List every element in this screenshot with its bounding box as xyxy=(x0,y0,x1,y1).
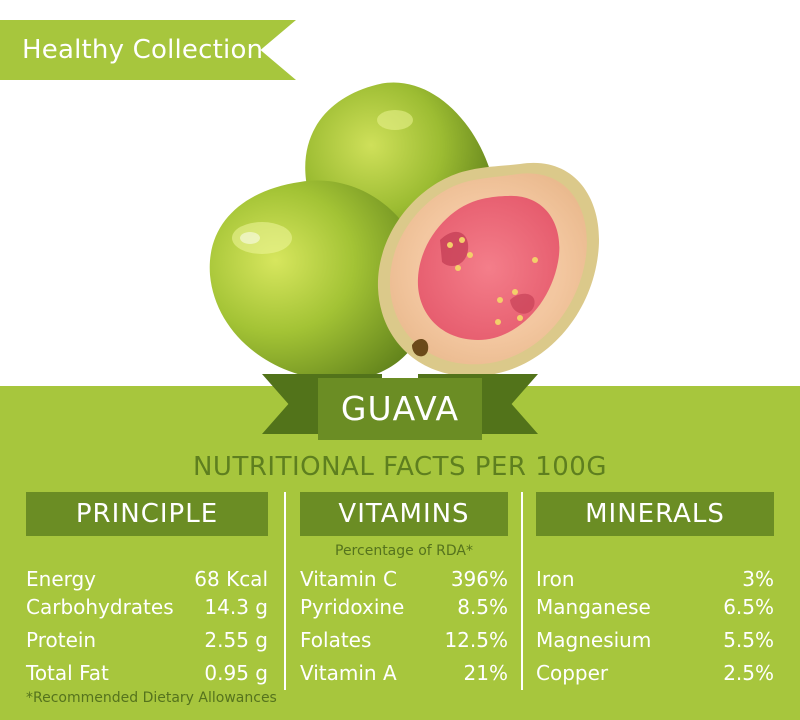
principle-row: Energy 68 Kcal xyxy=(26,564,268,594)
cut-guava-half xyxy=(377,162,600,377)
mineral-row: Manganese 6.5% xyxy=(536,592,774,622)
nutrient-value: 3% xyxy=(742,567,774,591)
healthy-collection-banner xyxy=(0,20,296,80)
product-name: GUAVA xyxy=(318,378,482,440)
nutrient-label: Vitamin A xyxy=(300,661,397,685)
nutrient-label: Vitamin C xyxy=(300,567,397,591)
nutrient-value: 21% xyxy=(463,661,508,685)
rda-note: Percentage of RDA* xyxy=(335,543,473,559)
nutrient-label: Energy xyxy=(26,567,97,591)
nutrient-value: 0.95 g xyxy=(204,661,268,685)
nutrient-label: Manganese xyxy=(536,595,651,619)
minerals-header: MINERALS xyxy=(536,492,774,536)
nutrient-label: Total Fat xyxy=(26,661,109,685)
vitamin-row: Vitamin A 21% xyxy=(300,658,508,688)
principle-row: Total Fat 0.95 g xyxy=(26,658,268,688)
vitamins-header: VITAMINS xyxy=(300,492,508,536)
nutrition-panel xyxy=(0,386,800,720)
nutrient-value: 2.5% xyxy=(723,661,774,685)
guava-illustration xyxy=(209,82,600,381)
nutrient-value: 14.3 g xyxy=(204,595,268,619)
vitamin-row: Pyridoxine 8.5% xyxy=(300,592,508,622)
nutrient-label: Magnesium xyxy=(536,628,652,652)
vitamin-row: Vitamin C 396% xyxy=(300,564,508,594)
nutrient-label: Carbohydrates xyxy=(26,595,174,619)
whole-guava-front xyxy=(209,180,429,381)
column-divider xyxy=(284,492,286,690)
nutrient-label: Iron xyxy=(536,567,575,591)
nutrition-subtitle: NUTRITIONAL FACTS PER 100G xyxy=(192,452,607,482)
vitamin-row: Folates 12.5% xyxy=(300,625,508,655)
nutrient-value: 6.5% xyxy=(723,595,774,619)
principle-header: PRINCIPLE xyxy=(26,492,268,536)
nutrient-label: Folates xyxy=(300,628,372,652)
nutrient-value: 8.5% xyxy=(457,595,508,619)
principle-row: Protein 2.55 g xyxy=(26,625,268,655)
nutrient-label: Protein xyxy=(26,628,97,652)
footnote: *Recommended Dietary Allowances xyxy=(26,690,277,706)
nutrient-value: 396% xyxy=(450,567,508,591)
nutrient-label: Copper xyxy=(536,661,609,685)
mineral-row: Magnesium 5.5% xyxy=(536,625,774,655)
nutrient-value: 12.5% xyxy=(444,628,508,652)
mineral-row: Iron 3% xyxy=(536,564,774,594)
mineral-row: Copper 2.5% xyxy=(536,658,774,688)
healthy-collection-label: Healthy Collection xyxy=(22,35,264,65)
nutrient-label: Pyridoxine xyxy=(300,595,405,619)
column-divider xyxy=(521,492,523,690)
principle-row: Carbohydrates 14.3 g xyxy=(26,592,268,622)
nutrient-value: 5.5% xyxy=(723,628,774,652)
nutrient-value: 2.55 g xyxy=(204,628,268,652)
nutrient-value: 68 Kcal xyxy=(194,567,268,591)
